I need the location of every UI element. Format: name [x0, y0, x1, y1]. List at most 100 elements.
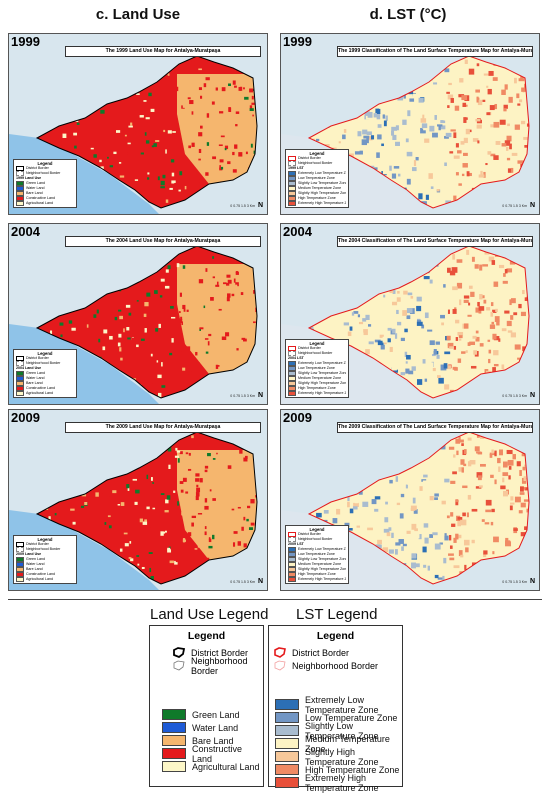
map-legend-label: Low Temperature Zone: [298, 176, 335, 180]
lst-legend-entry: High Temperature Zone: [275, 763, 402, 776]
map-legend-label: Agricultural Land: [26, 577, 53, 581]
map-legend-entry: Bare Land: [16, 381, 74, 386]
map-year-label: 2004: [11, 224, 40, 239]
map-legend-swatch: [16, 542, 24, 547]
map-legend-swatch: [16, 381, 24, 386]
map-legend-swatch: [16, 562, 24, 567]
land-use-legend-swatch: [162, 748, 186, 759]
map-legend-label: Extremely Low Temperature Zone: [298, 171, 346, 175]
land-use-legend-swatch: [162, 709, 186, 720]
map-panel-lst-2009: 2009 The 2009 Classification of The Land …: [280, 409, 540, 591]
map-legend-label: Agricultural Land: [26, 201, 53, 205]
district-outline: [35, 55, 258, 209]
land-use-legend-label: Constructive Land: [192, 743, 243, 764]
map-legend-entry: Slightly Low Temperature Zone: [288, 371, 346, 376]
map-panel-land-use-2009: 2009 The 2009 Land Use Map for Antalya-Mu…: [8, 409, 268, 591]
neighborhood-border-symbol: [173, 660, 185, 671]
map-legend-swatch: [288, 161, 296, 166]
map-legend-swatch: [16, 361, 24, 366]
map-year-label: 2009: [11, 410, 40, 425]
map-legend-entry: Neighborhood Border: [16, 547, 74, 552]
map-legend-entry: 1999 Land Use: [16, 176, 74, 181]
map-legend-label: Extremely Low Temperature Zone: [298, 361, 346, 365]
map-legend-swatch: [288, 201, 296, 206]
north-arrow-icon: N: [257, 578, 263, 585]
map-legend-label: Extremely Low Temperature Zone: [298, 547, 346, 551]
map-legend-swatch: [288, 366, 296, 371]
district-border-symbol: [173, 647, 186, 658]
map-legend-swatch: [16, 191, 24, 196]
map-legend-entry: District Border: [16, 356, 74, 361]
lst-legend-swatch: [275, 725, 299, 736]
lst-legend-swatch: [275, 764, 299, 775]
scale-bar: 0 0.75 1.5 3 Km: [230, 394, 255, 398]
map-legend-label: Medium Temperature Zone: [298, 562, 342, 566]
north-arrow-icon: N: [529, 392, 535, 399]
map-legend: Legend District Border Neighborhood Border…: [285, 149, 349, 208]
map-legend-label: Bare Land: [26, 567, 43, 571]
map-legend-swatch: [288, 351, 296, 356]
land-use-legend-label: Green Land: [192, 709, 240, 720]
lst-legend-label: Slightly High Temperature Zone: [305, 746, 379, 767]
scale-bar: 0 0.75 1.5 3 Km: [230, 580, 255, 584]
map-legend-label: Water Land: [26, 186, 45, 190]
map-legend-entry: Neighborhood Border: [16, 361, 74, 366]
map-legend-swatch: [288, 376, 296, 381]
map-legend-title: Legend: [37, 537, 53, 542]
map-legend: Legend District Border Neighborhood Border…: [13, 349, 77, 398]
map-legend-entry: Water Land: [16, 186, 74, 191]
lst-legend-heading: LST Legend: [296, 606, 378, 623]
map-legend-label: Constructive Land: [26, 196, 55, 200]
map-legend-label: District Border: [26, 166, 49, 170]
lst-neighborhood-border-label: Neighborhood Border: [292, 660, 379, 671]
map-legend-label: 2009 LST: [288, 542, 304, 546]
map-legend-swatch: [288, 196, 296, 201]
map-legend-entry: District Border: [288, 156, 346, 161]
lst-legend-label: Low Temperature Zone: [305, 712, 398, 723]
map-legend-label: High Temperature Zone: [298, 196, 336, 200]
map-title: The 2004 Classification of The Land Surf…: [337, 236, 533, 247]
map-legend-label: Water Land: [26, 376, 45, 380]
map-legend-label: Slightly High Temperature Zone: [298, 567, 346, 571]
map-legend-entry: 2009 Land Use: [16, 552, 74, 557]
map-legend-label: Neighborhood Border: [298, 351, 333, 355]
district-outline: [307, 55, 530, 209]
map-legend-title: Legend: [309, 527, 325, 532]
map-legend-entry: Slightly High Temperature Zone: [288, 567, 346, 572]
map-legend-label: Bare Land: [26, 191, 43, 195]
map-legend-entry: Water Land: [16, 376, 74, 381]
map-legend-swatch: [16, 181, 24, 186]
map-legend-entry: Low Temperature Zone: [288, 366, 346, 371]
map-legend-swatch: [16, 376, 24, 381]
land-use-legend-label: Bare Land: [192, 735, 234, 746]
map-legend-label: Medium Temperature Zone: [298, 186, 342, 190]
map-legend-swatch: [288, 577, 296, 582]
map-legend-swatch: [288, 562, 296, 567]
map-legend-label: Neighborhood Border: [298, 161, 333, 165]
lst-legend-entry: Extremely High Temperature Zone: [275, 773, 402, 793]
map-legend-swatch: [16, 356, 24, 361]
map-legend-swatch: [16, 391, 24, 396]
map-legend-label: 2004 Land Use: [16, 366, 42, 370]
map-legend-label: District Border: [26, 356, 49, 360]
map-legend-label: Water Land: [26, 562, 45, 566]
map-legend-entry: Extremely High Temperature Zone: [288, 577, 346, 582]
map-legend: Legend District Border Neighborhood Border…: [285, 525, 349, 584]
map-legend-swatch: [288, 567, 296, 572]
map-legend-entry: District Border: [288, 346, 346, 351]
land-use-legend-label: Agricultural Land: [192, 761, 260, 772]
land-use-legend-entry: Constructive Land: [162, 744, 263, 764]
map-legend-swatch: [288, 361, 296, 366]
lst-legend-swatch: [275, 712, 299, 723]
district-border-entry: District Border: [172, 646, 263, 659]
map-legend-entry: District Border: [16, 166, 74, 171]
map-legend-swatch: [16, 196, 24, 201]
map-legend-swatch: [288, 191, 296, 196]
map-legend-swatch: [288, 547, 296, 552]
land-use-legend-swatch: [162, 761, 186, 772]
map-legend-entry: 2004 LST: [288, 356, 346, 361]
land-use-legend-swatch: [162, 735, 186, 746]
lst-legend-entry: Slightly Low Temperature Zone: [275, 721, 402, 741]
map-legend-label: Green Land: [26, 181, 45, 185]
map-legend-entry: Slightly High Temperature Zone: [288, 381, 346, 386]
